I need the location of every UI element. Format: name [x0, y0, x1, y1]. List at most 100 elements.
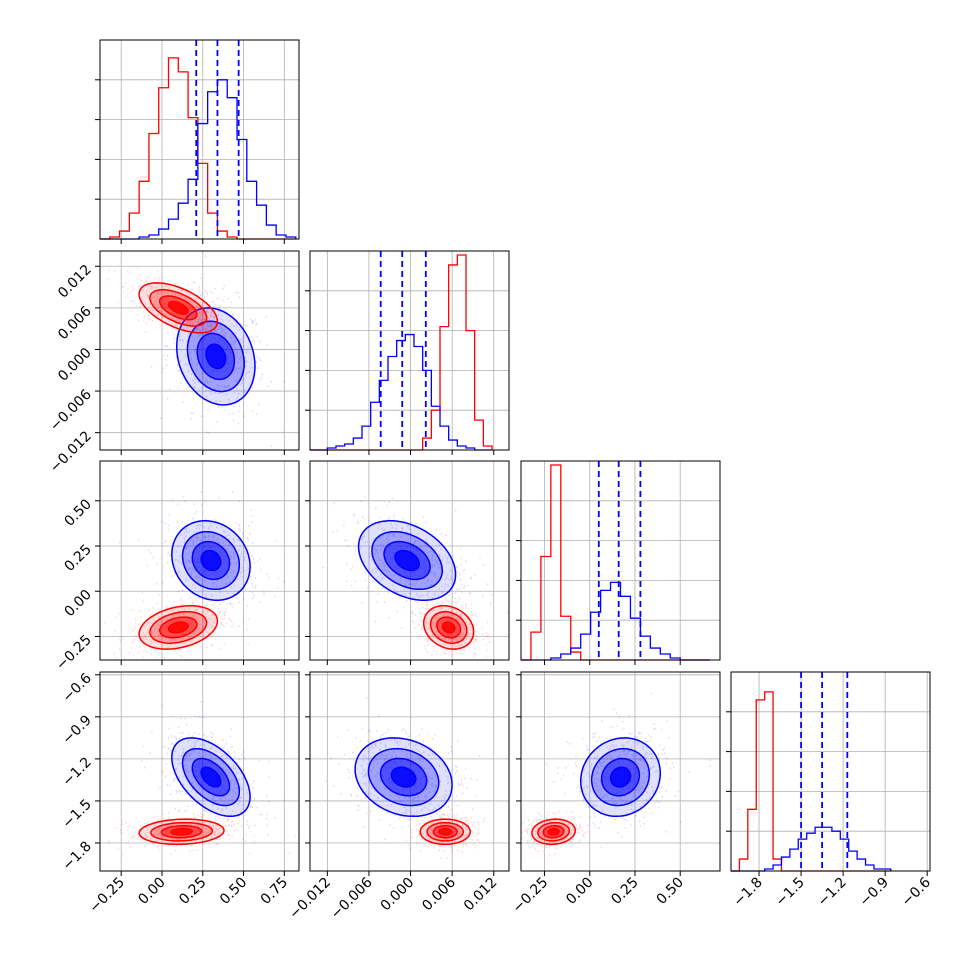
- panel-frame: [309, 460, 510, 661]
- contour-line-red: [170, 827, 193, 836]
- scatter-panel-3-1: −0.012−0.006 0.000 0.006 0.012: [286, 671, 510, 922]
- contour-line-red: [531, 818, 577, 846]
- panel-content: [104, 491, 285, 660]
- contour-line-blue: [171, 519, 251, 602]
- x-tick-label: 0.50: [654, 875, 687, 908]
- density-fill-red: [439, 828, 452, 835]
- contour-line-red: [150, 821, 214, 842]
- x-tick-label: 0.00: [563, 875, 596, 908]
- x-tick-label: 0.012: [461, 875, 501, 915]
- contour-line-red: [542, 825, 565, 839]
- histogram-blue: [310, 333, 493, 451]
- diagonal-panel-2: [516, 460, 721, 665]
- x-tick-label: −0.6: [899, 874, 934, 909]
- contour-line-blue: [390, 766, 417, 788]
- contour-line-blue: [371, 530, 444, 591]
- panel-frame: [99, 460, 300, 661]
- contour-line-blue: [354, 737, 453, 818]
- y-tick-label: 0.012: [55, 262, 95, 302]
- scatter-panel-2-1: [305, 460, 510, 665]
- x-tick-label: 0.00: [135, 875, 168, 908]
- contour-line-red: [426, 821, 465, 842]
- contour-line-blue: [590, 747, 651, 807]
- contour-line-blue: [191, 757, 231, 797]
- x-tick-label: −1.2: [815, 875, 850, 910]
- y-tick-label: 0.50: [61, 496, 94, 529]
- contour-line-blue: [379, 757, 428, 797]
- density-fill-blue: [201, 767, 221, 787]
- density-fill-blue: [610, 767, 631, 787]
- histogram-red: [521, 464, 711, 661]
- contour-line-red: [432, 825, 458, 839]
- y-tick-label: −1.8: [59, 838, 94, 873]
- x-tick-label: −0.25: [510, 875, 552, 917]
- contour-line-blue: [181, 747, 241, 807]
- contour-line-blue: [171, 737, 251, 818]
- panel-frame: [309, 250, 510, 451]
- contour-line-red: [160, 825, 203, 839]
- y-tick-label: −1.2: [59, 754, 94, 789]
- scatter-panel-3-0: −0.25 0.00 0.25 0.50 0.75 −1.8 −1.5 −1.2 −0.9 −0.…: [59, 670, 300, 917]
- diagonal-panel-0: [95, 39, 300, 244]
- density-fill-blue: [391, 767, 416, 787]
- contour-line-red: [158, 295, 198, 321]
- density-fill-blue: [206, 344, 226, 369]
- contour-line-red: [138, 282, 219, 334]
- panel-content: [108, 701, 297, 856]
- density-fill-red: [442, 622, 455, 633]
- contour-line-blue: [579, 737, 662, 818]
- x-tick-label: 0.000: [378, 875, 418, 915]
- contour-line-blue: [196, 332, 236, 381]
- panel-frame: [99, 250, 300, 451]
- y-tick-label: −0.012: [47, 428, 95, 476]
- x-tick-label: 0.25: [608, 875, 641, 908]
- contour-line-red: [167, 300, 189, 315]
- x-tick-label: 0.25: [176, 875, 209, 908]
- panel-frame: [520, 671, 721, 872]
- contour-line-red: [547, 827, 560, 836]
- histogram-blue: [100, 79, 297, 240]
- contour-line-blue: [609, 766, 632, 788]
- panel-frame: [520, 460, 721, 661]
- contour-line-red: [436, 616, 462, 639]
- x-tick-label: 0.75: [258, 875, 291, 908]
- contour-line-red: [441, 621, 456, 634]
- density-fill-blue: [201, 550, 221, 571]
- y-tick-label: 0.00: [61, 587, 94, 620]
- contour-line-red: [138, 604, 219, 650]
- panel-content: [326, 697, 486, 860]
- panel-content: [521, 692, 711, 856]
- density-fill-red: [171, 828, 193, 835]
- x-tick-label: −1.8: [731, 875, 766, 910]
- contour-line-red: [429, 610, 468, 644]
- density-fill-red: [548, 828, 559, 835]
- contour-line-blue: [357, 519, 457, 602]
- contour-line-red: [167, 621, 189, 634]
- contour-line-red: [158, 616, 198, 639]
- scatter-panel-2-0: −0.25 0.00 0.25 0.50: [53, 460, 300, 674]
- density-fill-red: [168, 622, 189, 633]
- density-fill-red: [168, 301, 189, 315]
- contour-line-blue: [175, 307, 256, 406]
- x-tick-label: −0.25: [86, 875, 128, 917]
- histogram-red: [731, 691, 891, 872]
- contour-line-blue: [200, 766, 222, 788]
- contour-line-red: [149, 289, 208, 327]
- contour-line-blue: [394, 549, 420, 572]
- contour-line-red: [149, 610, 208, 644]
- contour-line-blue: [383, 540, 431, 581]
- contour-line-blue: [367, 747, 440, 807]
- y-tick-label: −0.25: [53, 632, 95, 674]
- x-tick-label: −1.5: [773, 875, 808, 910]
- x-tick-label: 0.50: [217, 875, 250, 908]
- histogram-red: [310, 254, 493, 451]
- scatter-panel-3-2: −0.25 0.00 0.25 0.50: [510, 671, 721, 917]
- y-tick-label: −1.5: [59, 796, 94, 831]
- panel-content: [322, 461, 509, 658]
- y-tick-label: 0.25: [61, 542, 94, 575]
- density-fill-blue: [394, 550, 420, 571]
- x-tick-label: −0.006: [328, 874, 376, 922]
- panel-content: [107, 255, 285, 447]
